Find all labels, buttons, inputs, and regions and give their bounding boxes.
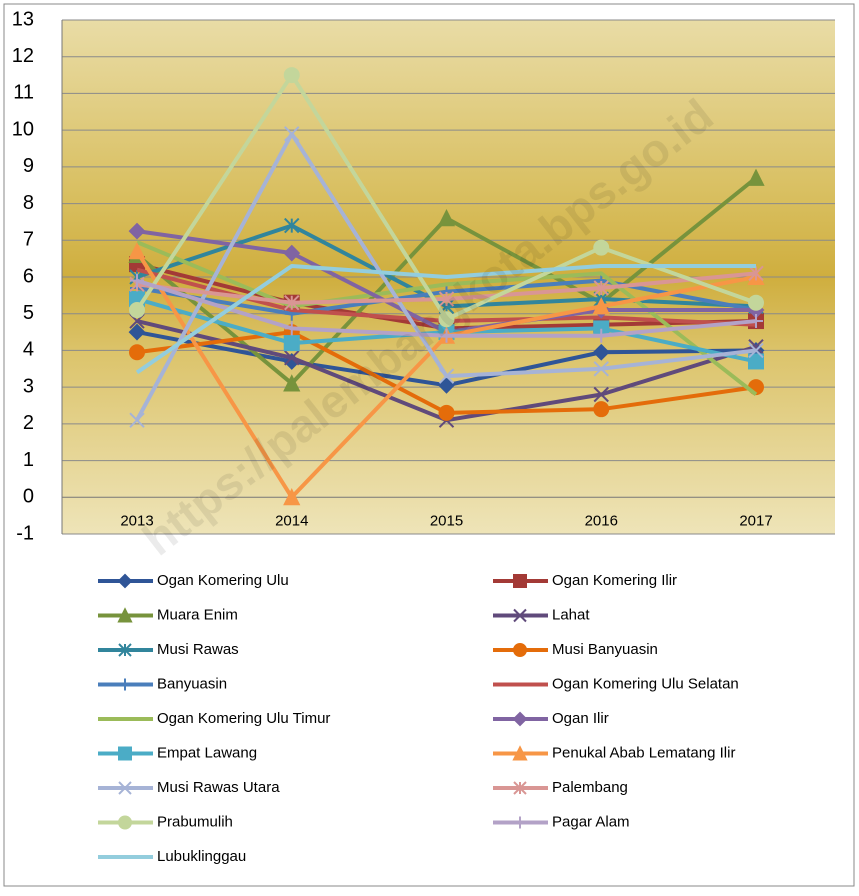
marker	[438, 404, 455, 421]
legend-label: Ogan Komering Ulu	[157, 572, 289, 589]
marker	[594, 328, 609, 343]
marker	[128, 323, 146, 341]
y-tick-label: 2	[23, 412, 34, 434]
marker	[514, 816, 526, 829]
legend-label: Lahat	[552, 606, 590, 623]
y-tick-label: 3	[23, 375, 34, 397]
marker	[437, 209, 456, 227]
legend-label: Ogan Komering Ilir	[552, 572, 677, 589]
marker	[118, 781, 132, 795]
y-tick-label: 8	[23, 192, 34, 214]
marker	[284, 294, 300, 311]
legend-label: Penukal Abab Lematang Ilir	[552, 744, 735, 761]
marker	[129, 302, 145, 319]
x-tick-label: 2015	[430, 512, 463, 529]
marker	[129, 344, 145, 361]
legend-label: Banyuasin	[157, 675, 227, 692]
marker	[512, 745, 528, 761]
marker	[118, 815, 132, 830]
marker	[130, 273, 144, 288]
marker	[593, 386, 609, 403]
marker	[284, 350, 300, 366]
marker	[128, 242, 146, 260]
y-tick-label: 13	[12, 8, 34, 30]
marker	[284, 217, 300, 234]
y-tick-label: 10	[12, 118, 34, 140]
x-tick-label: 2014	[275, 512, 308, 529]
marker	[439, 328, 454, 343]
legend-label: Ogan Ilir	[552, 710, 609, 727]
marker	[593, 361, 609, 377]
y-tick-label: 4	[23, 339, 34, 361]
y-tick-label: 12	[12, 45, 34, 67]
marker	[513, 574, 527, 588]
marker	[748, 265, 764, 282]
legend-label: Pagar Alam	[552, 813, 630, 830]
marker	[593, 280, 609, 296]
x-tick-label: 2013	[120, 512, 153, 529]
legend-label: Empat Lawang	[157, 744, 257, 761]
marker	[747, 168, 765, 186]
legend-label: Musi Banyuasin	[552, 641, 658, 658]
marker	[283, 244, 301, 262]
marker	[283, 67, 300, 84]
marker	[118, 643, 132, 657]
y-tick-label: -1	[16, 522, 34, 544]
marker	[283, 374, 301, 392]
marker	[129, 412, 145, 428]
series-line	[135, 263, 756, 375]
marker	[513, 781, 527, 795]
marker	[284, 321, 299, 336]
marker	[438, 311, 455, 328]
marker	[283, 488, 301, 506]
series-line	[136, 240, 758, 397]
legend-label: Muara Enim	[157, 606, 238, 623]
y-tick-label: 9	[23, 155, 34, 177]
y-tick-label: 11	[13, 82, 34, 104]
legend-label: Musi Rawas Utara	[157, 779, 280, 796]
x-tick-label: 2017	[739, 512, 772, 529]
y-tick-label: 0	[23, 486, 34, 508]
marker	[748, 353, 764, 370]
legend-label: Ogan Komering Ulu Timur	[157, 710, 330, 727]
legend-label: Palembang	[552, 779, 628, 796]
y-tick-label: 1	[23, 449, 34, 471]
y-tick-label: 7	[23, 229, 34, 251]
marker	[119, 678, 131, 691]
marker	[592, 297, 610, 315]
marker	[283, 335, 300, 352]
legend-label: Lubuklinggau	[157, 848, 246, 865]
marker	[592, 343, 610, 361]
marker	[748, 342, 764, 359]
marker	[593, 239, 610, 256]
marker	[748, 294, 764, 311]
legend-label: Prabumulih	[157, 813, 233, 830]
marker	[438, 368, 455, 384]
marker	[513, 643, 527, 657]
marker	[117, 607, 133, 623]
marker	[284, 126, 300, 142]
legend-label: Ogan Komering Ulu Selatan	[552, 675, 739, 692]
legend-label: Musi Rawas	[157, 641, 239, 658]
marker	[513, 608, 527, 623]
y-tick-label: 5	[23, 302, 34, 324]
marker	[749, 314, 763, 329]
marker	[438, 291, 455, 307]
x-tick-label: 2016	[585, 512, 618, 529]
marker	[128, 222, 146, 240]
marker	[438, 376, 455, 394]
marker	[512, 711, 528, 727]
marker	[117, 573, 133, 589]
y-tick-label: 6	[23, 265, 34, 287]
marker	[118, 746, 132, 761]
marker	[593, 401, 610, 418]
